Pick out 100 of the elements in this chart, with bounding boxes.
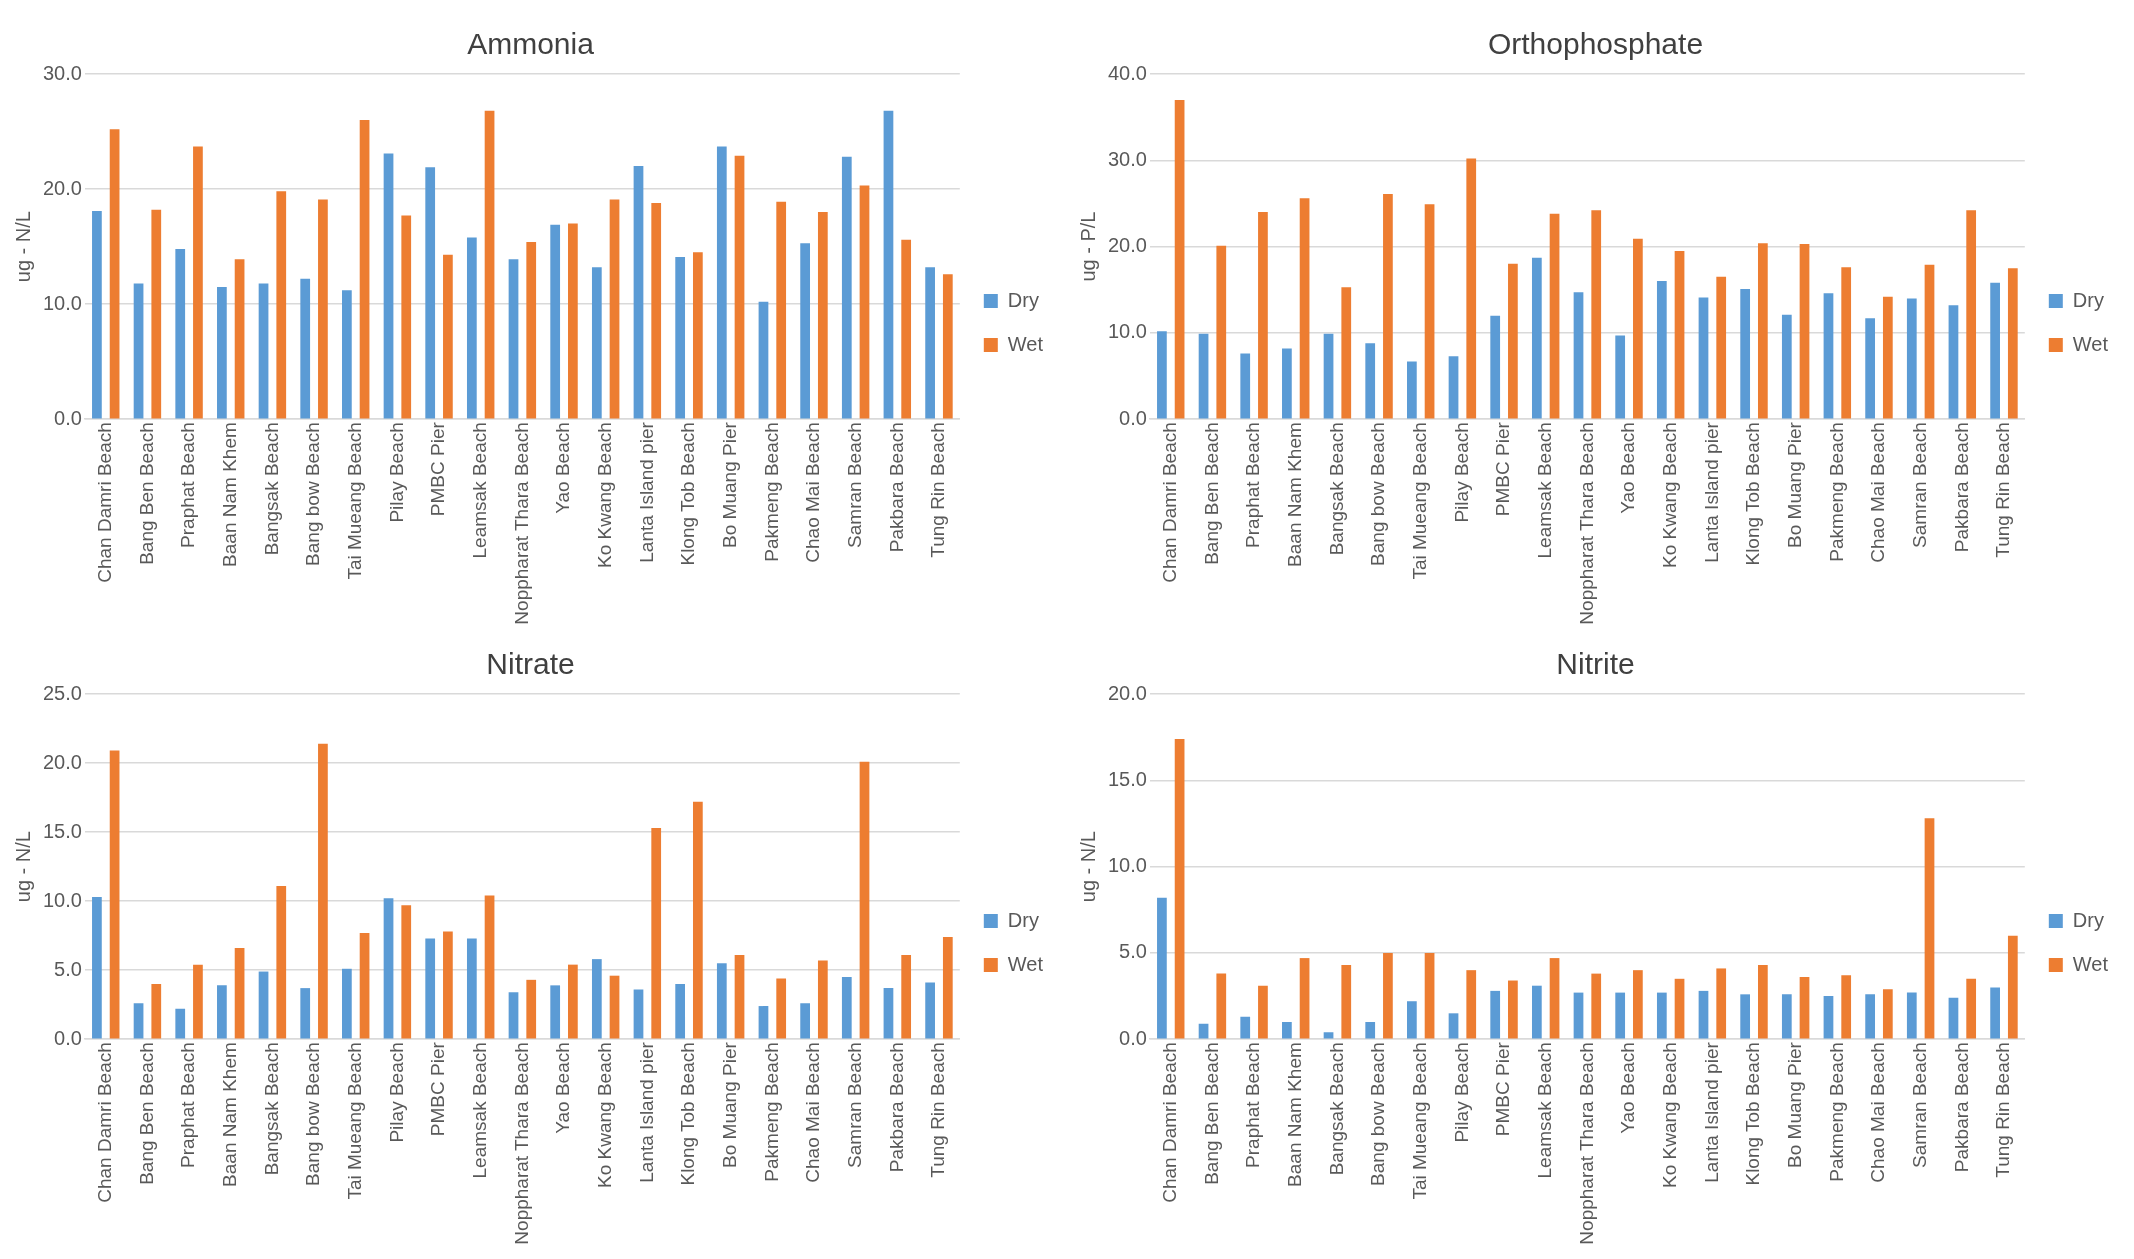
chart-title: Nitrite <box>1556 647 1635 681</box>
bar <box>217 985 227 1039</box>
y-tick-label: 0.0 <box>54 1026 82 1049</box>
bar <box>318 199 328 419</box>
chart-title: Ammonia <box>467 27 595 61</box>
y-tick-label: 15.0 <box>42 819 82 842</box>
x-tick-label: Bang bow Beach <box>1367 422 1389 566</box>
bar <box>1757 243 1768 419</box>
bar <box>1258 212 1268 419</box>
x-tick-label: Baan Nam Khem <box>1283 1042 1305 1187</box>
x-tick-label: Lanta Island pier <box>635 421 657 563</box>
bar <box>1906 992 1917 1039</box>
bar <box>841 156 852 419</box>
bar <box>716 146 727 419</box>
bar <box>859 761 870 1039</box>
x-tick-label: Bang bow Beach <box>302 422 324 566</box>
bar <box>234 948 245 1039</box>
bar <box>1966 978 1977 1039</box>
x-tick-label: Tai Mueang Beach <box>1408 422 1430 580</box>
bar <box>1633 970 1643 1039</box>
bar <box>800 243 811 419</box>
bar <box>234 259 245 419</box>
x-tick-label: Bo Muang Pier <box>1783 421 1805 548</box>
x-tick-label: PMBC Pier <box>1492 1041 1514 1137</box>
bar <box>800 1003 811 1039</box>
bar <box>175 1008 186 1039</box>
x-tick-label: Ko Kwang Beach <box>1658 1042 1680 1188</box>
x-tick-label: Chan Damri Beach <box>1158 422 1180 583</box>
y-axis-title: ug - N/L <box>1076 831 1099 903</box>
bar <box>276 191 287 419</box>
y-tick-label: 25.0 <box>42 681 82 704</box>
y-tick-label: 10.0 <box>1107 854 1147 877</box>
bar <box>258 971 269 1039</box>
x-tick-label: Klong Tob Beach <box>677 422 699 566</box>
x-tick-label: Bang Ben Beach <box>1200 1042 1222 1185</box>
legend-label: Dry <box>1007 908 1039 931</box>
legend-label: Wet <box>1007 332 1044 355</box>
x-tick-label: Bang Ben Beach <box>1200 422 1222 565</box>
bar <box>1615 992 1626 1039</box>
legend-label: Dry <box>2072 908 2104 931</box>
bar <box>591 267 602 419</box>
bar <box>1781 314 1792 419</box>
bar <box>1882 296 1893 419</box>
bar <box>651 827 662 1039</box>
bar <box>300 988 311 1039</box>
legend-label: Wet <box>2072 332 2109 355</box>
x-tick-label: Chao Mai Beach <box>802 1042 824 1183</box>
bar <box>1573 992 1584 1039</box>
bar <box>175 248 186 419</box>
x-tick-label: Bangsak Beach <box>1325 422 1347 556</box>
bar <box>508 259 519 419</box>
bar <box>2007 935 2018 1039</box>
bar <box>2007 268 2018 419</box>
y-tick-label: 10.0 <box>42 888 82 911</box>
x-tick-label: Praphat Beach <box>1242 1042 1264 1168</box>
bar <box>1365 1021 1376 1039</box>
x-tick-label: Yao Beach <box>1617 422 1639 514</box>
bar <box>1508 980 1518 1039</box>
bar <box>776 201 787 419</box>
y-tick-label: 15.0 <box>1107 767 1147 790</box>
x-tick-label: Noppharat Thara Beach <box>1575 422 1597 625</box>
bar <box>817 960 828 1039</box>
bar <box>1924 818 1935 1039</box>
x-tick-label: Lanta Island pier <box>635 1041 657 1183</box>
x-tick-label: Pilay Beach <box>385 1042 407 1143</box>
x-tick-label: Pakbara Beach <box>885 422 907 553</box>
chart-title: Nitrate <box>486 647 575 681</box>
x-tick-label: PMBC Pier <box>1492 421 1514 517</box>
bar <box>526 979 537 1039</box>
x-tick-label: Tung Rin Beach <box>927 422 949 558</box>
bar <box>1157 897 1167 1039</box>
bar <box>443 931 453 1039</box>
bar <box>1865 994 1876 1039</box>
y-tick-label: 0.0 <box>54 406 82 429</box>
x-tick-label: Baan Nam Khem <box>1283 422 1305 567</box>
x-tick-label: Pilay Beach <box>385 422 407 523</box>
bar <box>258 283 269 419</box>
bar <box>383 153 394 419</box>
bar <box>484 895 495 1039</box>
x-tick-label: Bangsak Beach <box>260 422 282 556</box>
x-tick-label: Ko Kwang Beach <box>1658 422 1680 568</box>
x-tick-label: Praphat Beach <box>177 422 199 548</box>
y-tick-label: 20.0 <box>42 750 82 773</box>
bar <box>1258 985 1268 1039</box>
x-tick-label: Klong Tob Beach <box>1742 1042 1764 1186</box>
bar <box>901 954 912 1039</box>
legend-label: Wet <box>2072 952 2109 975</box>
bar <box>466 938 477 1039</box>
bar <box>1656 281 1667 419</box>
bar <box>859 185 870 419</box>
bar <box>318 743 328 1039</box>
bar <box>1240 1016 1251 1039</box>
y-tick-label: 10.0 <box>42 291 82 314</box>
bar <box>133 283 144 419</box>
bar <box>1383 193 1393 419</box>
bar <box>1990 282 2000 419</box>
bar <box>758 1006 769 1039</box>
bar <box>1174 738 1185 1039</box>
bar <box>1407 361 1417 419</box>
legend-label: Wet <box>1007 952 1044 975</box>
